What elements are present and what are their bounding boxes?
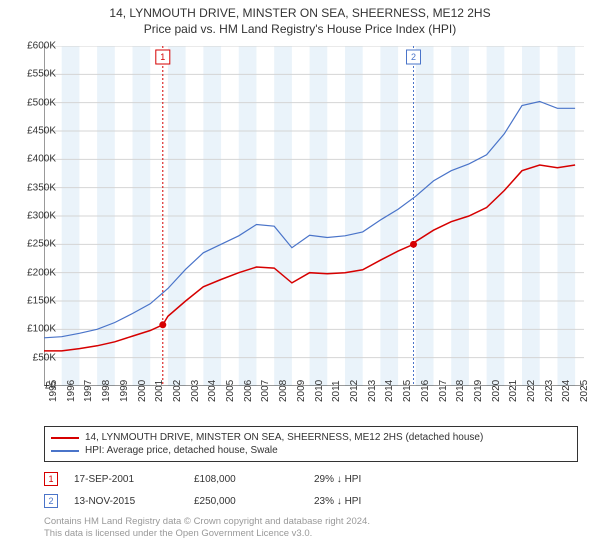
chart-area: 12 (44, 46, 584, 386)
x-tick-label: 2004 (207, 380, 218, 402)
x-tick-label: 2001 (154, 380, 165, 402)
y-tick-label: £300K (27, 211, 56, 222)
y-tick-label: £400K (27, 154, 56, 165)
x-tick-label: 2012 (349, 380, 360, 402)
y-tick-label: £350K (27, 182, 56, 193)
x-tick-label: 2025 (579, 380, 590, 402)
event-row: 2 13-NOV-2015 £250,000 23% ↓ HPI (44, 490, 578, 512)
x-tick-label: 1995 (48, 380, 59, 402)
x-tick-label: 2023 (544, 380, 555, 402)
footer-attribution: Contains HM Land Registry data © Crown c… (44, 516, 578, 541)
x-tick-label: 2013 (367, 380, 378, 402)
x-tick-label: 2002 (172, 380, 183, 402)
footer-line: Contains HM Land Registry data © Crown c… (44, 516, 578, 528)
x-tick-label: 2019 (473, 380, 484, 402)
legend-label: 14, LYNMOUTH DRIVE, MINSTER ON SEA, SHEE… (85, 432, 483, 443)
x-tick-label: 2008 (278, 380, 289, 402)
y-tick-label: £250K (27, 239, 56, 250)
x-tick-label: 2000 (137, 380, 148, 402)
event-row: 1 17-SEP-2001 £108,000 29% ↓ HPI (44, 468, 578, 490)
chart-subtitle: Price paid vs. HM Land Registry's House … (0, 22, 600, 36)
event-pct: 29% ↓ HPI (314, 474, 400, 485)
event-marker: 1 (44, 472, 58, 486)
event-date: 17-SEP-2001 (74, 474, 194, 485)
x-tick-label: 2014 (384, 380, 395, 402)
legend-swatch (51, 437, 79, 439)
x-tick-label: 2015 (402, 380, 413, 402)
x-tick-label: 2016 (420, 380, 431, 402)
x-tick-label: 2024 (561, 380, 572, 402)
footer-line: This data is licensed under the Open Gov… (44, 528, 578, 540)
x-tick-label: 1998 (101, 380, 112, 402)
x-tick-label: 2021 (508, 380, 519, 402)
x-tick-label: 2006 (243, 380, 254, 402)
event-table: 1 17-SEP-2001 £108,000 29% ↓ HPI 2 13-NO… (44, 468, 578, 512)
event-marker: 2 (44, 494, 58, 508)
svg-text:1: 1 (160, 52, 165, 62)
y-tick-label: £150K (27, 296, 56, 307)
y-tick-label: £200K (27, 267, 56, 278)
legend: 14, LYNMOUTH DRIVE, MINSTER ON SEA, SHEE… (44, 426, 578, 462)
x-tick-label: 2007 (260, 380, 271, 402)
y-tick-label: £450K (27, 126, 56, 137)
event-price: £108,000 (194, 474, 314, 485)
line-chart: 12 (44, 46, 584, 386)
chart-title-block: 14, LYNMOUTH DRIVE, MINSTER ON SEA, SHEE… (0, 0, 600, 36)
x-tick-label: 1997 (83, 380, 94, 402)
y-tick-label: £100K (27, 324, 56, 335)
legend-swatch (51, 450, 79, 452)
y-tick-label: £550K (27, 69, 56, 80)
x-tick-label: 2018 (455, 380, 466, 402)
y-tick-label: £600K (27, 41, 56, 52)
legend-label: HPI: Average price, detached house, Swal… (85, 445, 278, 456)
x-tick-label: 2017 (438, 380, 449, 402)
y-tick-label: £500K (27, 97, 56, 108)
y-tick-label: £50K (33, 352, 56, 363)
svg-text:2: 2 (411, 52, 416, 62)
x-tick-label: 2010 (314, 380, 325, 402)
legend-item: 14, LYNMOUTH DRIVE, MINSTER ON SEA, SHEE… (51, 431, 571, 444)
event-pct: 23% ↓ HPI (314, 496, 400, 507)
x-tick-label: 2022 (526, 380, 537, 402)
x-tick-label: 2011 (331, 380, 342, 402)
x-tick-label: 1999 (119, 380, 130, 402)
x-tick-label: 2005 (225, 380, 236, 402)
event-date: 13-NOV-2015 (74, 496, 194, 507)
legend-item: HPI: Average price, detached house, Swal… (51, 444, 571, 457)
x-tick-label: 1996 (66, 380, 77, 402)
x-tick-label: 2020 (491, 380, 502, 402)
event-price: £250,000 (194, 496, 314, 507)
x-tick-label: 2009 (296, 380, 307, 402)
chart-title: 14, LYNMOUTH DRIVE, MINSTER ON SEA, SHEE… (0, 6, 600, 20)
x-tick-label: 2003 (190, 380, 201, 402)
